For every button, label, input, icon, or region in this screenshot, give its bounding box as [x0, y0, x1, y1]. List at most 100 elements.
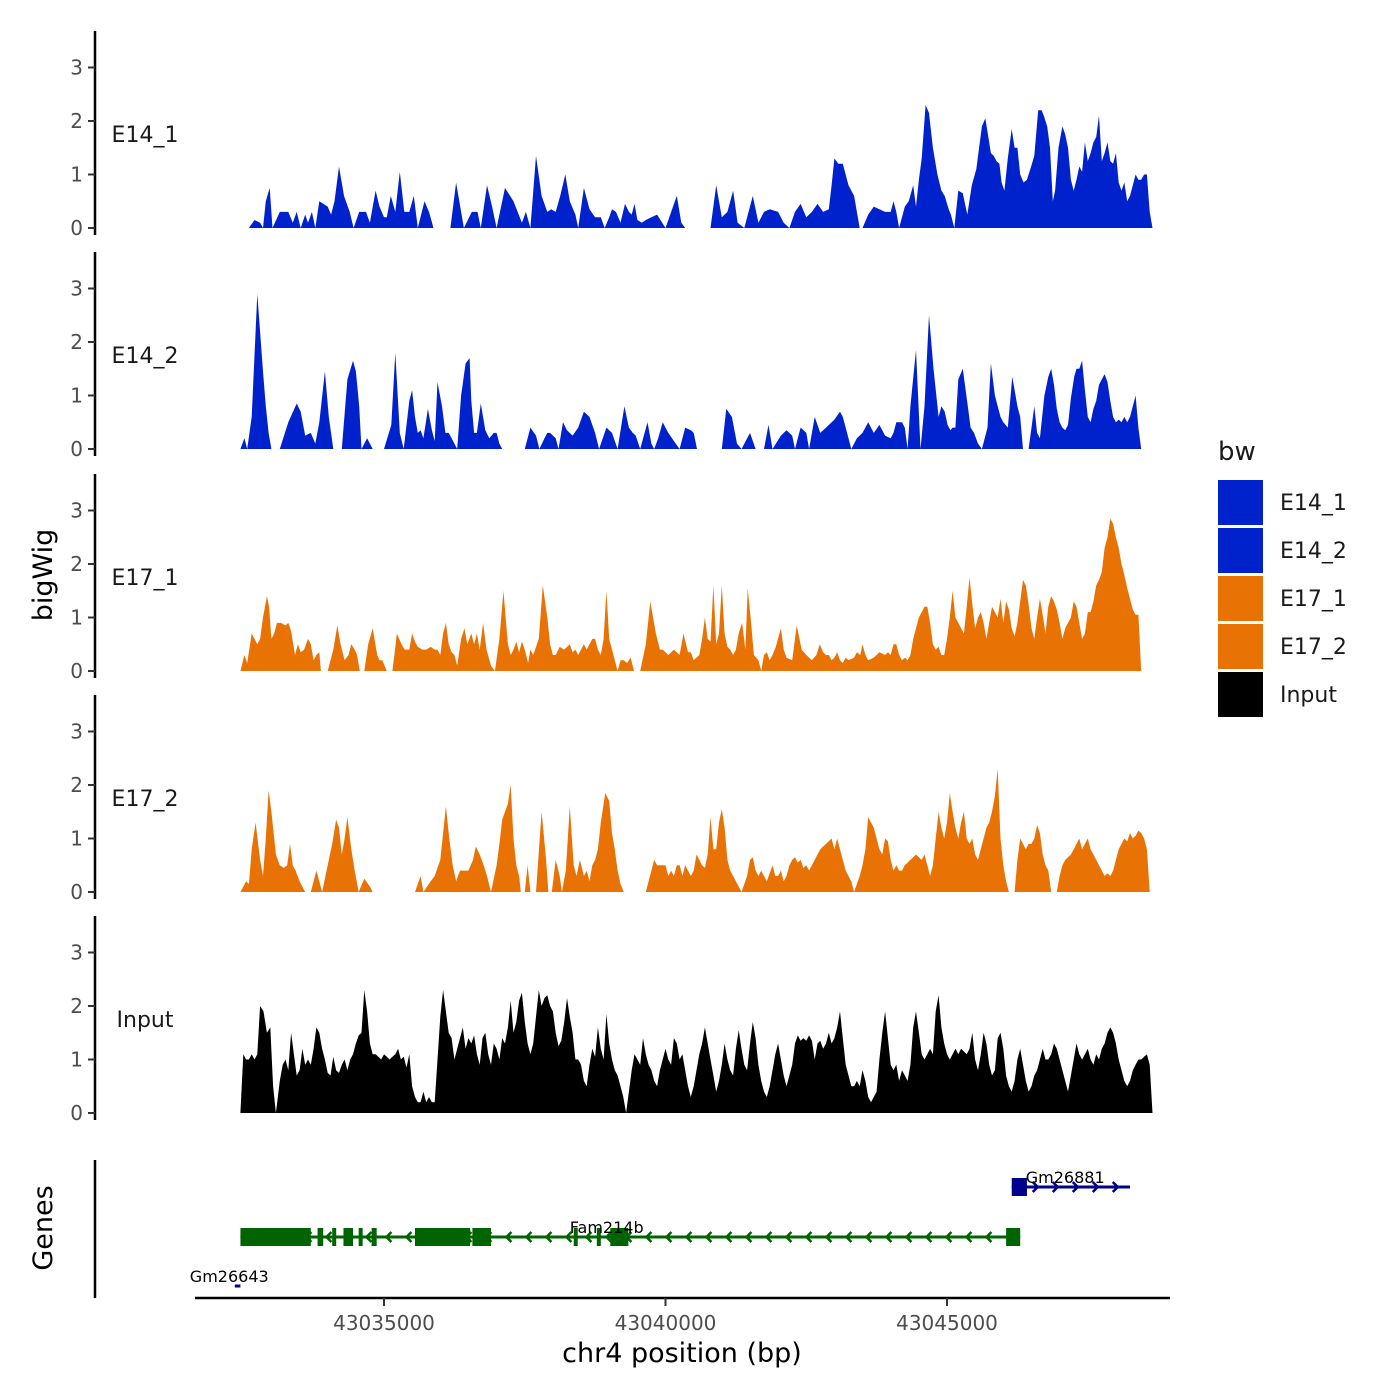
strand-arrow: [324, 1231, 333, 1243]
y-tick-label: 3: [70, 499, 83, 523]
strand-arrow: [844, 1231, 853, 1243]
strand-arrow: [384, 1231, 393, 1243]
y-tick-label: 3: [70, 941, 83, 965]
strand-arrow: [1031, 1181, 1040, 1193]
legend: bw E14_1 E14_2 E17_1 E17_2 Input: [1218, 437, 1347, 717]
strand-arrow: [584, 1231, 593, 1243]
legend-label: E14_2: [1280, 539, 1347, 564]
track-E14_2: 0 1 2 3 E14_2: [70, 252, 1147, 461]
strand-arrow: [784, 1231, 793, 1243]
strand-arrow: [864, 1231, 873, 1243]
gene-label: Gm26643: [190, 1267, 269, 1286]
y-tick-label: 1: [70, 606, 83, 630]
legend-label: Input: [1280, 683, 1337, 708]
legend-label: E14_1: [1280, 491, 1347, 516]
exon: [240, 1228, 311, 1246]
exon: [332, 1228, 337, 1246]
genes-panel: Gm26881 Fam214b Gm26643: [93, 1160, 1130, 1298]
strand-arrow: [964, 1231, 973, 1243]
area-E17_2: [240, 769, 1150, 892]
track-E17_2: 0 1 2 3 E17_2: [70, 695, 1150, 904]
x-tick-label: 43040000: [615, 1311, 717, 1335]
exon: [317, 1228, 324, 1246]
legend-swatch: [1218, 480, 1263, 525]
y-tick-label: 3: [70, 56, 83, 80]
track-label: E17_2: [112, 787, 179, 812]
y-tick-label: 1: [70, 1048, 83, 1072]
x-tick-label: 43045000: [896, 1311, 998, 1335]
y-tick-label: 3: [70, 277, 83, 301]
y-tick-label: 2: [70, 994, 83, 1018]
legend-swatch: [1218, 624, 1263, 669]
strand-arrow: [1111, 1181, 1120, 1193]
y-axis-title: bigWig: [28, 529, 59, 622]
strand-arrow: [684, 1231, 693, 1243]
y-tick-label: 0: [70, 216, 83, 240]
exon: [573, 1228, 578, 1246]
legend-title: bw: [1218, 437, 1256, 467]
strand-arrow: [724, 1231, 733, 1243]
track-E14_1: 0 1 2 3 E14_1: [70, 31, 1153, 240]
strand-arrow: [764, 1231, 773, 1243]
strand-arrow: [364, 1231, 373, 1243]
gene-Gm26643: Gm26643: [190, 1267, 269, 1288]
area-E14_2: [240, 293, 1147, 449]
y-tick-label: 1: [70, 827, 83, 851]
y-tick-label: 2: [70, 552, 83, 576]
track-label: E14_2: [112, 344, 179, 369]
tracks-group: 0 1 2 3 E14_1 0 1 2 3 E14_2 0 1 2 3 E17_1 0 1 2 3 E17_2 0 1 2 3…: [70, 31, 1153, 1125]
strand-arrow: [824, 1231, 833, 1243]
area-E17_1: [240, 518, 1142, 671]
exon: [371, 1228, 377, 1246]
track-E17_1: 0 1 2 3 E17_1: [70, 474, 1142, 683]
strand-arrow: [944, 1231, 953, 1243]
exon: [472, 1228, 491, 1246]
legend-swatch: [1218, 528, 1263, 573]
gene-label: Fam214b: [570, 1218, 644, 1237]
y-tick-label: 0: [70, 437, 83, 461]
x-axis: 43035000 43040000 43045000: [195, 1296, 1170, 1335]
strand-arrow: [664, 1231, 673, 1243]
x-axis-title: chr4 position (bp): [562, 1338, 802, 1369]
exon: [610, 1228, 629, 1246]
y-tick-label: 0: [70, 1101, 83, 1125]
gene-Gm26881: Gm26881: [1011, 1168, 1130, 1196]
strand-arrow: [404, 1231, 413, 1243]
exon: [1006, 1228, 1021, 1246]
strand-arrow: [704, 1231, 713, 1243]
strand-arrow: [804, 1231, 813, 1243]
track-Input: 0 1 2 3 Input: [70, 916, 1153, 1125]
track-label: E17_1: [112, 566, 179, 591]
strand-arrow: [524, 1231, 533, 1243]
strand-arrow: [1071, 1181, 1080, 1193]
exon: [414, 1228, 471, 1246]
strand-arrow: [564, 1231, 573, 1243]
exon: [1011, 1178, 1027, 1196]
y-tick-label: 2: [70, 330, 83, 354]
legend-label: E17_2: [1280, 635, 1347, 660]
y-tick-label: 2: [70, 109, 83, 133]
exon: [596, 1228, 601, 1246]
y-tick-label: 1: [70, 163, 83, 187]
y-tick-label: 1: [70, 384, 83, 408]
gene-label: Gm26881: [1026, 1168, 1105, 1187]
legend-swatch: [1218, 576, 1263, 621]
strand-arrow: [504, 1231, 513, 1243]
legend-label: E17_1: [1280, 587, 1347, 612]
y-tick-label: 0: [70, 880, 83, 904]
strand-arrow: [544, 1231, 553, 1243]
y-tick-label: 2: [70, 773, 83, 797]
strand-arrow: [1051, 1181, 1060, 1193]
legend-swatch: [1218, 672, 1263, 717]
strand-arrow: [644, 1231, 653, 1243]
y-tick-label: 0: [70, 659, 83, 683]
strand-arrow: [924, 1231, 933, 1243]
x-tick-label: 43035000: [333, 1311, 435, 1335]
strand-arrow: [884, 1231, 893, 1243]
genes-axis-title: Genes: [28, 1185, 59, 1270]
track-label: E14_1: [112, 123, 179, 148]
exon: [358, 1228, 363, 1246]
strand-arrow: [604, 1231, 613, 1243]
strand-arrow: [744, 1231, 753, 1243]
